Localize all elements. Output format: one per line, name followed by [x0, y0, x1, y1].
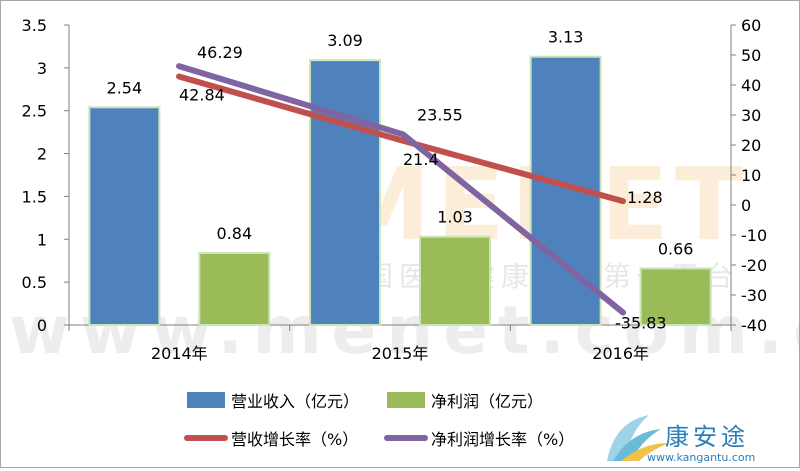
left-tick-label: 2.5	[22, 102, 47, 121]
right-tick-label: 10	[741, 166, 761, 185]
bar	[88, 106, 161, 326]
series-line	[176, 63, 626, 316]
right-tick-label: -10	[741, 226, 767, 245]
series-line	[176, 73, 626, 205]
legend-label: 净利润增长率（%）	[431, 430, 574, 449]
bar-value-label: 0.66	[658, 239, 694, 258]
line-value-label: 46.29	[197, 43, 243, 62]
right-tick-label: 50	[741, 46, 761, 65]
right-tick-label: 0	[741, 196, 751, 215]
right-tick-label: 30	[741, 106, 761, 125]
right-tick-label: -20	[741, 256, 767, 275]
brand-name: 康安途	[665, 423, 749, 451]
line-value-label: 1.28	[627, 188, 663, 207]
bar-value-label: 2.54	[107, 78, 143, 97]
left-tick-label: 1	[37, 230, 47, 249]
x-tick-label: 2014年	[151, 344, 208, 363]
right-tick-label: 20	[741, 136, 761, 155]
bar-value-label: 0.84	[217, 224, 253, 243]
left-tick-label: 0.5	[22, 273, 47, 292]
line-value-label: 42.84	[179, 85, 225, 104]
bars	[88, 55, 712, 327]
left-tick-label: 1.5	[22, 187, 47, 206]
left-tick-label: 3	[37, 59, 47, 78]
x-tick-label: 2015年	[372, 344, 429, 363]
bar-value-label: 3.13	[548, 28, 584, 47]
line-value-label: -35.83	[615, 313, 667, 332]
right-tick-label: -30	[741, 286, 767, 305]
bar-value-label: 3.09	[327, 31, 363, 50]
left-tick-label: 2	[37, 145, 47, 164]
brand-logo: 康安途 www.kangantu.com	[607, 415, 755, 464]
bar-value-label: 1.03	[437, 208, 473, 227]
right-tick-label: 60	[741, 16, 761, 35]
line-value-label: 23.55	[417, 105, 463, 124]
axes: 0 0.5 1 1.5 2 2.5 3 3.5 -40 -30 -20 -10 0 10 20 30 40 50 6…	[22, 16, 768, 363]
brand-wing-icon	[607, 415, 669, 461]
legend: 营业收入（亿元） 净利润（亿元） 营收增长率（%） 净利润增长率（%）	[184, 392, 574, 449]
data-labels: 2.54 3.09 3.13 0.84 1.03 0.66 42.84 21.4 1.28 46.…	[107, 28, 694, 333]
bar	[419, 235, 491, 326]
bar	[309, 59, 381, 327]
legend-label: 营业收入（亿元）	[231, 392, 359, 411]
left-tick-label: 0	[37, 316, 47, 335]
left-tick-label: 3.5	[22, 16, 47, 35]
bar	[639, 267, 712, 326]
legend-swatch	[187, 392, 225, 408]
legend-label: 净利润（亿元）	[431, 392, 543, 411]
legend-label: 营收增长率（%）	[231, 430, 358, 449]
bar	[198, 252, 271, 326]
x-tick-label: 2016年	[592, 344, 649, 363]
brand-url: www.kangantu.com	[647, 451, 755, 464]
legend-swatch	[387, 392, 425, 408]
lines	[176, 63, 626, 316]
right-tick-label: 40	[741, 76, 761, 95]
line-value-label: 21.4	[403, 150, 439, 169]
right-tick-label: -40	[741, 316, 767, 335]
